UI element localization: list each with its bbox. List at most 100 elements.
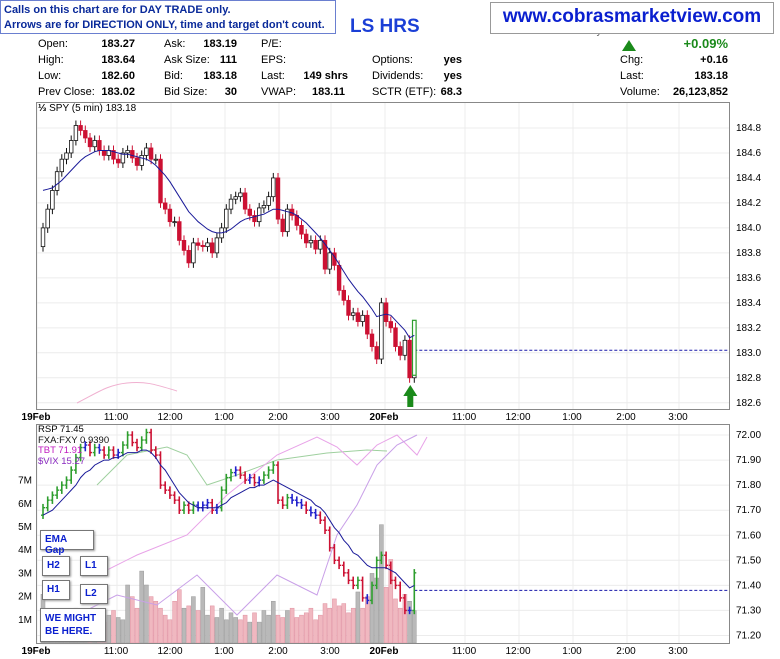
price-y-tick: 183.0 <box>736 348 761 359</box>
candle <box>228 198 234 210</box>
quote-summary: Open: 183.27 High: 183.64 Low: 182.60 Pr… <box>0 36 780 102</box>
candle <box>247 208 252 216</box>
volume-bar <box>186 605 191 644</box>
candle <box>200 244 205 248</box>
last-value: 183.18 <box>694 70 728 82</box>
low-value: 182.60 <box>101 70 135 82</box>
rsp-y-tick: 71.50 <box>736 555 761 566</box>
candle <box>360 314 365 322</box>
candle <box>158 158 163 204</box>
open-value: 183.27 <box>101 38 135 50</box>
volume-bar <box>275 614 281 644</box>
candle <box>50 190 55 210</box>
volume-bar <box>177 589 182 644</box>
volume-bar <box>111 610 116 644</box>
volume-bar <box>106 614 112 644</box>
rsp-x-axis: 19Feb 11:00 12:00 1:00 2:00 3:00 20Feb 11:00 12:… <box>22 646 689 657</box>
candle <box>40 227 46 248</box>
volume-tick: 4M <box>18 545 32 556</box>
candle <box>97 140 102 151</box>
volume-bar <box>120 619 126 644</box>
rsp-x-tick-label: 11:00 <box>452 646 477 657</box>
candle <box>144 147 149 156</box>
chg-label: Chg: <box>620 54 644 66</box>
price-x-tick-label: 2:00 <box>268 412 288 423</box>
vwap-label: VWAP: <box>261 86 297 98</box>
volume-bar <box>280 617 285 644</box>
volume-bar <box>247 621 253 644</box>
rsp-chart <box>36 425 729 644</box>
candle <box>303 233 309 244</box>
disclaimer-line-1: Calls on this chart are for DAY TRADE on… <box>4 4 231 16</box>
candle <box>167 208 173 223</box>
rsp-title: RSP 71.45 <box>38 424 84 435</box>
sctr-value: 68.3 <box>440 86 462 98</box>
volume-axis: 1M 2M 3M 4M 5M 6M 7M <box>18 476 32 626</box>
price-y-tick: 182.8 <box>736 373 761 384</box>
candle <box>341 289 346 301</box>
volume-tick: 5M <box>18 522 32 533</box>
volume-tick: 2M <box>18 592 32 603</box>
price-chart <box>36 103 729 409</box>
prev-close-value: 183.02 <box>101 86 135 98</box>
symbol-title: LS HRS <box>350 16 420 37</box>
rsp-x-tick-label: 1:00 <box>562 646 582 657</box>
candle <box>242 192 248 210</box>
rsp-x-tick-label: 11:00 <box>104 646 129 657</box>
candle <box>374 346 379 360</box>
volume-bar <box>299 614 304 644</box>
dividends-label: Dividends: <box>372 70 424 82</box>
price-x-tick-label: 20Feb <box>370 412 399 423</box>
sctr-label: SCTR (ETF): <box>372 86 437 98</box>
volume-bar <box>303 612 309 644</box>
volume-bar <box>224 619 229 644</box>
candle <box>111 150 116 160</box>
faint-indicator-line <box>76 382 178 404</box>
eps-label: EPS: <box>261 54 287 66</box>
ask-size-label: Ask Size: <box>164 54 210 66</box>
ask-size-value: 111 <box>219 54 237 66</box>
website-link[interactable]: www.cobrasmarketview.com <box>490 2 774 34</box>
candle <box>313 239 318 250</box>
candle <box>402 339 408 356</box>
candle <box>54 171 60 191</box>
candle <box>163 202 168 210</box>
candle <box>87 137 93 148</box>
candle <box>209 242 215 254</box>
price-x-tick-label: 1:00 <box>214 412 234 423</box>
volume-bar <box>238 619 243 644</box>
candle <box>92 140 97 148</box>
rsp-y-tick: 71.70 <box>736 505 761 516</box>
dividends-value: yes <box>443 70 462 82</box>
volume-bar <box>219 607 224 644</box>
price-x-tick-label: 12:00 <box>157 412 182 423</box>
volume-bar <box>205 614 210 644</box>
volume-bar <box>200 587 206 644</box>
low-label: Low: <box>38 70 62 82</box>
volume-bar <box>115 617 121 644</box>
volume-tick: 1M <box>18 615 32 626</box>
ask-label: Ask: <box>164 38 186 50</box>
volume-bar <box>256 621 262 644</box>
candle <box>285 208 290 233</box>
ask-value: 183.19 <box>203 38 237 50</box>
rsp-y-tick: 71.30 <box>736 605 761 616</box>
volume-bar <box>327 607 332 644</box>
volume-bar <box>181 607 187 644</box>
price-y-tick: 183.6 <box>736 273 761 284</box>
volume-bar <box>228 612 234 644</box>
volume-bar <box>336 605 342 644</box>
volume-bar <box>360 607 365 644</box>
candle <box>181 239 187 251</box>
price-y-axis: 182.6 182.8 183.0 183.2 183.4 183.6 183.8 184.0… <box>736 123 761 408</box>
candle <box>214 237 220 254</box>
options-value: yes <box>443 54 462 66</box>
volume-bar <box>322 603 328 644</box>
price-y-tick: 184.2 <box>736 198 761 209</box>
candle <box>379 302 384 360</box>
l2-label: L2 <box>80 584 108 604</box>
candle <box>350 312 356 316</box>
candle <box>275 177 281 220</box>
price-x-tick-label: 19Feb <box>22 412 51 423</box>
chart-type-icon: ⅓ <box>38 103 47 114</box>
